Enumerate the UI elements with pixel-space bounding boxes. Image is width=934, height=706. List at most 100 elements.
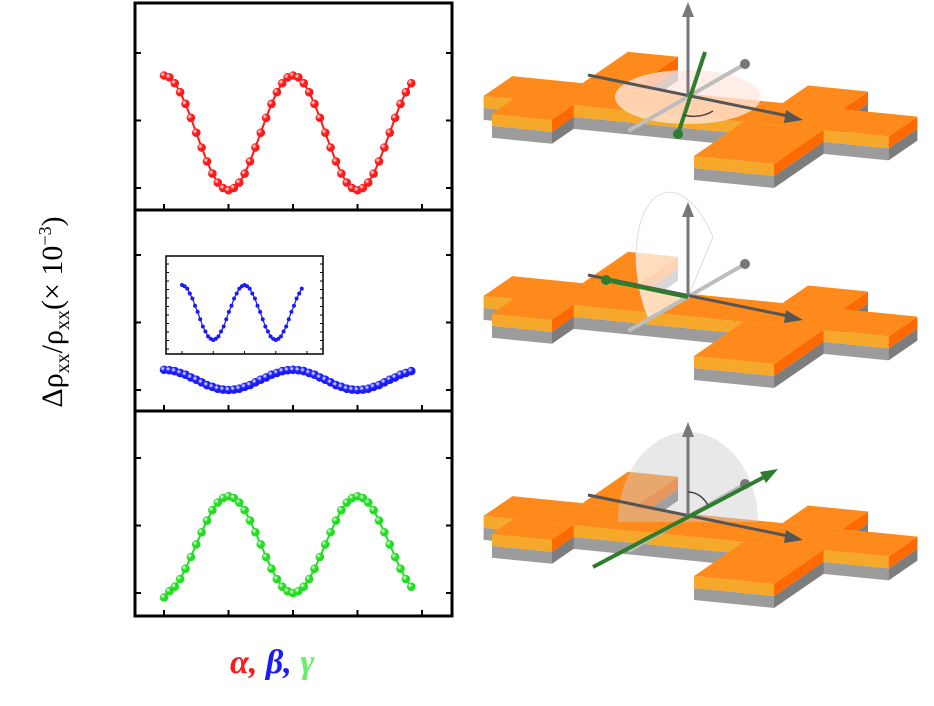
data-point	[229, 183, 239, 193]
data-point	[310, 99, 319, 109]
y-axis-end-icon	[740, 259, 750, 269]
data-point	[385, 128, 395, 137]
data-point	[197, 143, 206, 152]
data-point	[385, 540, 395, 549]
data-point	[363, 498, 373, 507]
inset-data-point	[294, 296, 299, 301]
data-point	[202, 516, 212, 525]
data-point	[406, 366, 416, 376]
inset-data-point	[224, 317, 229, 322]
data-point	[331, 516, 341, 525]
inset-data-point	[276, 336, 281, 341]
angle-arc	[687, 491, 709, 506]
film-front-face	[694, 576, 774, 596]
x-label-sep: ,	[283, 644, 301, 681]
x-label-beta: β	[265, 644, 284, 681]
data-point	[170, 78, 180, 88]
data-point	[181, 564, 190, 573]
z-arrowhead-icon	[682, 422, 694, 437]
data-point	[310, 564, 319, 573]
substrate-side-face	[552, 116, 574, 144]
inset-data-point	[219, 329, 224, 334]
z-arrowhead-icon	[682, 2, 694, 17]
data-point	[159, 593, 169, 602]
film-top-face	[782, 505, 868, 530]
film-top-face	[694, 121, 824, 164]
film-side-face	[552, 104, 574, 132]
field-arrowhead-icon	[760, 469, 778, 483]
data-point	[401, 574, 411, 584]
data-point	[390, 113, 400, 123]
data-point	[186, 113, 196, 123]
film-side-face	[774, 129, 824, 176]
data-point	[369, 169, 378, 178]
inset-data-point	[237, 286, 242, 291]
data-point	[261, 113, 271, 123]
data-point	[331, 157, 341, 166]
data-point	[363, 178, 373, 187]
field-rod-end-icon	[601, 275, 611, 285]
data-point	[277, 78, 287, 88]
inset-data-point	[247, 286, 252, 291]
inset-data-point	[182, 284, 187, 289]
inset-data-point	[229, 303, 234, 308]
data-point	[380, 527, 389, 537]
data-point	[186, 552, 196, 562]
x-label-sep: ,	[248, 644, 266, 681]
substrate-side-face	[888, 128, 918, 161]
data-point	[234, 178, 244, 187]
data-point	[165, 73, 174, 82]
field-rod	[592, 473, 769, 569]
data-point	[181, 99, 190, 109]
film-front-face	[694, 356, 774, 376]
film-side-face	[774, 549, 824, 596]
substrate-side-face	[552, 316, 574, 344]
inset-data-point	[260, 317, 265, 322]
data-point	[390, 552, 400, 562]
film-top-face	[483, 276, 918, 337]
data-point	[315, 552, 325, 562]
film-side-face	[888, 536, 918, 569]
data-point	[380, 143, 389, 152]
data-point	[320, 128, 330, 137]
z-arrowhead-icon	[682, 202, 694, 217]
inset-frame	[165, 255, 324, 355]
field-rod	[605, 278, 689, 299]
data-point	[245, 157, 255, 166]
x-label-gamma: γ	[300, 644, 315, 681]
inset-data-point	[216, 334, 221, 339]
data-point	[326, 527, 335, 537]
inset-data-point	[265, 329, 270, 334]
data-point	[337, 505, 346, 515]
data-point	[208, 505, 217, 515]
field-rod	[676, 51, 707, 135]
hall-bar-diagram	[483, 191, 918, 388]
data-point	[251, 143, 260, 152]
data-point	[191, 540, 201, 549]
x-axis-label: α, β, γ	[230, 644, 314, 682]
inset-data-point	[203, 329, 208, 334]
film-top-face	[694, 321, 824, 364]
data-point	[240, 169, 249, 178]
data-point	[202, 157, 212, 166]
data-point	[326, 143, 335, 152]
x-arrowhead-icon	[784, 530, 803, 543]
substrate-side-face	[552, 536, 574, 564]
inset-data-point	[291, 303, 296, 308]
inset-data-point	[234, 291, 239, 296]
inset-data-point	[252, 296, 257, 301]
data-point	[337, 169, 346, 178]
data-point	[342, 178, 352, 187]
x-arrowhead-icon	[784, 310, 803, 323]
inset-data-point	[263, 324, 268, 329]
data-point	[396, 99, 405, 109]
substrate-side-face	[888, 548, 918, 581]
film-front-face	[694, 156, 774, 176]
x-arrowhead-icon	[784, 110, 803, 123]
hall-bar-diagram	[483, 2, 918, 188]
inset-data-point	[278, 334, 283, 339]
data-point	[374, 157, 384, 166]
hall-bar-diagram	[483, 422, 918, 608]
data-point	[320, 540, 330, 549]
inset-data-point	[232, 296, 237, 301]
